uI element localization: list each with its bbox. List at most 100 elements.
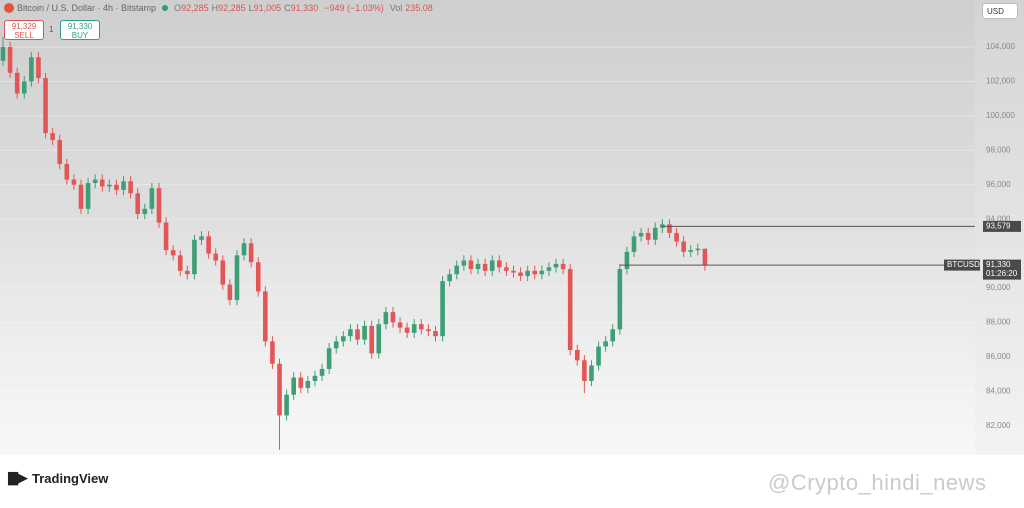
candle-body: [57, 139, 63, 165]
candle-body: [468, 260, 474, 270]
brand-name: TradingView: [32, 470, 109, 486]
y-tick-label: 90,000: [986, 283, 1011, 292]
brand: ▇▶ TradingView: [8, 470, 108, 486]
candle-body: [369, 325, 374, 354]
candle-body: [277, 363, 282, 416]
header: Bitcoin / U.S. Dollar · 4h · Bitstamp O9…: [4, 3, 436, 13]
candle-body: [199, 236, 204, 240]
candle-body: [92, 179, 98, 183]
buy-price: 91,330: [67, 22, 93, 31]
ohlc-value: 92,285: [218, 3, 246, 13]
candle-body: [29, 57, 34, 82]
candle-body: [411, 324, 417, 333]
candle-body: [603, 341, 608, 347]
candle-body: [560, 263, 566, 270]
watermark: @Crypto_hindi_news: [768, 470, 987, 495]
candle-body: [404, 327, 410, 333]
plot-background: [0, 0, 975, 455]
candle-body: [234, 255, 240, 301]
sell-price: 91,329: [11, 22, 37, 31]
chart-title: Bitcoin / U.S. Dollar · 4h · Bitstamp: [17, 3, 157, 13]
candle-body: [333, 341, 339, 349]
ohlc-key: C: [284, 3, 291, 13]
candle-body: [291, 377, 296, 395]
candle-body: [390, 312, 396, 323]
candle-body: [114, 184, 119, 190]
candle-body: [348, 329, 353, 337]
price-label: 91,330: [986, 260, 1011, 269]
y-tick-label: 102,000: [986, 77, 1015, 86]
y-tick-label: 100,000: [986, 111, 1015, 120]
price-label-box: [983, 220, 1021, 232]
candle-body: [21, 81, 27, 94]
ohlc-key: O: [174, 3, 182, 13]
candle-body: [695, 248, 701, 251]
buy-text: BUY: [71, 31, 89, 40]
candle-body: [617, 269, 623, 330]
y-tick-label: 86,000: [986, 352, 1011, 361]
candle-body: [255, 262, 261, 292]
candle-body: [192, 239, 197, 275]
change: −949 (−1.03%): [324, 3, 384, 13]
ohlc-value: 92,285: [181, 3, 209, 13]
buy-button[interactable]: 91,330 BUY: [60, 20, 100, 40]
candle-body: [0, 46, 6, 61]
candle-body: [497, 260, 502, 268]
candle-body: [638, 232, 644, 237]
candle-body: [631, 236, 637, 252]
candle-body: [107, 184, 112, 187]
candle-body: [645, 232, 651, 240]
candle-body: [121, 181, 126, 190]
candle-body: [362, 325, 367, 340]
candle-body: [589, 365, 594, 381]
symbol-icon: [4, 3, 14, 13]
candle-body: [667, 224, 672, 233]
candle-body: [447, 274, 452, 282]
symbol-label: BTCUSD: [947, 260, 980, 269]
y-tick-label: 88,000: [986, 318, 1011, 327]
candle-body: [426, 329, 431, 332]
currency-select[interactable]: USD: [982, 3, 1018, 19]
candle-body: [383, 312, 389, 325]
candle-body: [241, 243, 247, 256]
candle-body: [511, 270, 516, 273]
y-tick-label: 84,000: [986, 386, 1011, 395]
candle-body: [546, 267, 552, 271]
candle-body: [298, 377, 304, 388]
candle-body: [475, 263, 481, 270]
candle-body: [397, 322, 403, 328]
ohlc-key: L: [248, 3, 254, 13]
volume-value: 235.08: [405, 3, 433, 13]
candle-body: [14, 72, 20, 94]
candle-body: [674, 232, 679, 242]
candle-body: [227, 284, 233, 301]
ohlc-legend: O92,285 H92,285 L91,005 C91,330: [174, 3, 321, 13]
candle-body: [270, 341, 275, 364]
candle-body: [78, 184, 84, 209]
candle-body: [263, 291, 268, 342]
price-label: 93,579: [986, 222, 1011, 231]
candle-body: [376, 324, 382, 354]
candle-body: [135, 193, 141, 214]
ohlc-value: 91,005: [253, 3, 282, 13]
sell-button[interactable]: 91,329 SELL: [4, 20, 44, 40]
candle-body: [454, 265, 460, 275]
candle-body: [128, 181, 133, 194]
y-tick-label: 98,000: [986, 145, 1011, 154]
candle-body: [64, 164, 70, 180]
candle-body: [170, 250, 176, 256]
candle-body: [489, 260, 495, 271]
candle-body: [220, 260, 226, 285]
brand-logo: ▇▶: [8, 470, 28, 485]
candle-body: [248, 243, 254, 263]
candle-body: [206, 236, 211, 254]
y-tick-label: 94,000: [986, 214, 1011, 223]
candle-body: [36, 57, 41, 78]
candle-body: [177, 255, 183, 271]
candle-body: [163, 222, 169, 251]
candle-body: [71, 179, 77, 185]
candle-body: [596, 346, 601, 366]
candle-body: [624, 251, 630, 270]
ohlc-key: H: [211, 3, 219, 13]
candle-body: [433, 331, 438, 337]
